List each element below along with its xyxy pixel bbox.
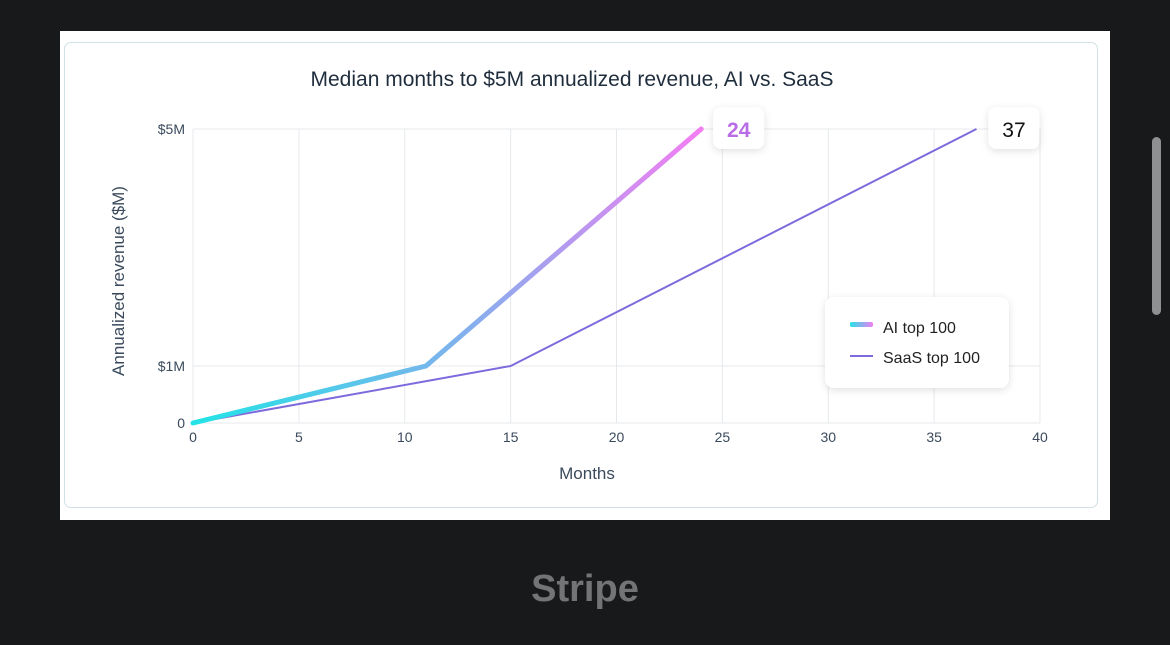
legend-label-ai: AI top 100 (883, 320, 956, 337)
x-tick-label: 25 (715, 429, 731, 445)
x-tick-label: 35 (926, 429, 942, 445)
scrollbar-thumb[interactable] (1152, 137, 1161, 315)
x-axis-label: Months (559, 464, 615, 483)
x-tick-label: 5 (295, 429, 303, 445)
legend-swatch-ai (850, 322, 873, 327)
x-tick-label: 10 (397, 429, 413, 445)
x-tick-label: 20 (609, 429, 625, 445)
series-line-saas (192, 128, 977, 424)
y-tick-label: $1M (158, 358, 185, 374)
legend-label-saas: SaaS top 100 (883, 350, 980, 367)
chart-card (64, 42, 1098, 508)
revenue-chart: Median months to $5M annualized revenue,… (109, 68, 1048, 483)
saas-end-label: 37 (1002, 119, 1025, 142)
x-tick-label: 15 (503, 429, 519, 445)
legend-box (825, 297, 1009, 388)
chart-title: Median months to $5M annualized revenue,… (311, 68, 834, 91)
y-axis-label: Annualized revenue ($M) (109, 186, 128, 376)
x-tick-label: 40 (1032, 429, 1048, 445)
ai-end-label-box (713, 107, 765, 149)
x-tick-label: 30 (820, 429, 836, 445)
caption: Stripe (531, 568, 639, 610)
legend: AI top 100 SaaS top 100 (825, 297, 1009, 388)
series-layer: 24 37 (190, 107, 1040, 426)
saas-end-label-box (988, 107, 1040, 149)
y-tick-label: $5M (158, 121, 185, 137)
ai-end-label: 24 (727, 119, 751, 142)
screenshot-frame: Median months to $5M annualized revenue,… (60, 31, 1110, 520)
axes: 0 5 10 15 20 25 30 35 40 0 $1M $5M (158, 121, 1048, 445)
series-line-ai (190, 126, 704, 426)
x-tick-label: 0 (189, 429, 197, 445)
y-tick-label: 0 (177, 415, 185, 431)
